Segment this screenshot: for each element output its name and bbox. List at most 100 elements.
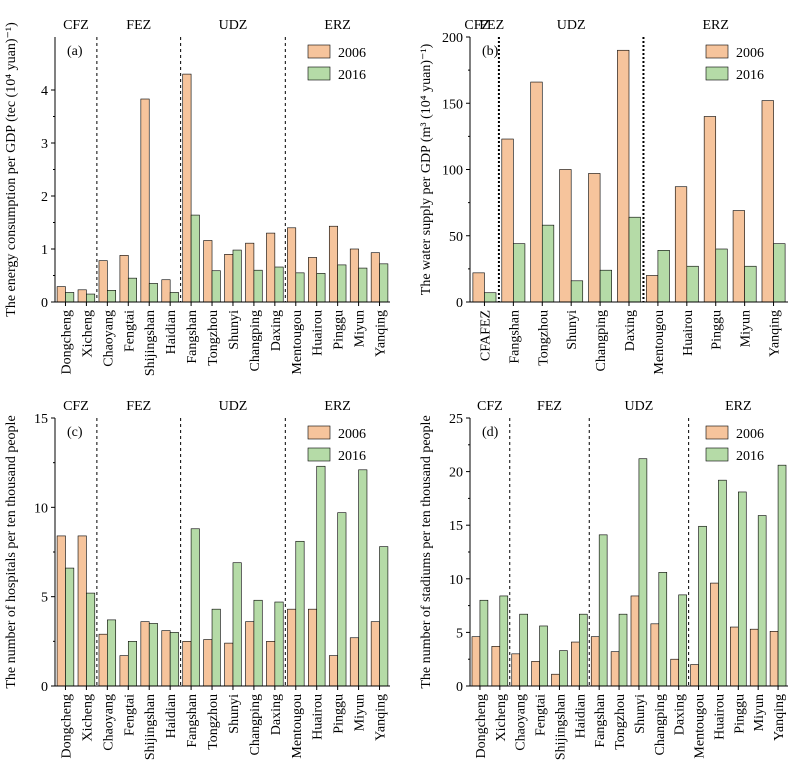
- bar-2006-tongzhou: [203, 240, 213, 303]
- bar-2006-daxing: [617, 49, 630, 303]
- bar-2016-yanqing: [777, 464, 787, 687]
- x-tick-label-changping: Changping: [653, 694, 668, 755]
- bar-2006-fengtai: [531, 661, 540, 687]
- bar-2016-dongcheng: [65, 567, 75, 687]
- bar-2006-haidian: [161, 279, 171, 303]
- x-tick-label-yanqing: Yanqing: [374, 310, 389, 357]
- bar-2006-tongzhou: [610, 651, 620, 687]
- x-tick-label-xicheng: Xicheng: [494, 694, 509, 741]
- y-tick-label: 20: [449, 466, 463, 481]
- bar-2006-dongcheng: [56, 286, 66, 303]
- bar-2016-fengtai: [127, 641, 137, 687]
- zone-label-fez: FEZ: [537, 399, 562, 414]
- bar-2016-tongzhou: [618, 613, 628, 687]
- bar-2006-shunyi: [630, 595, 640, 687]
- bar-2006-shijingshan: [140, 621, 150, 687]
- zone-label-erz: ERZ: [725, 399, 751, 414]
- legend-label-2006: 2006: [338, 46, 366, 61]
- bar-2016-daxing: [274, 601, 284, 687]
- bar-2006-miyun: [349, 637, 359, 687]
- bar-2006-shunyi: [559, 169, 572, 303]
- bar-2006-changping: [245, 242, 255, 303]
- bar-2006-xicheng: [77, 535, 87, 687]
- y-tick-label: 2: [41, 190, 48, 205]
- y-tick-label: 25: [449, 412, 463, 427]
- x-tick-label-dongcheng: Dongcheng: [59, 694, 74, 759]
- y-tick-label: 100: [442, 164, 463, 179]
- x-tick-label-fangshan: Fangshan: [185, 694, 200, 748]
- bar-2016-fengtai: [539, 625, 548, 687]
- y-tick-label: 3: [41, 137, 48, 152]
- bar-2016-shunyi: [232, 562, 242, 687]
- y-tick-label: 10: [449, 573, 463, 588]
- bar-2016-changping: [599, 269, 612, 303]
- bar-2016-mentougou: [657, 250, 670, 303]
- bar-2006-changping: [245, 621, 255, 687]
- zone-label-fez: FEZ: [479, 18, 504, 33]
- bar-2016-miyun: [358, 469, 368, 687]
- bar-2016-huairou: [316, 465, 326, 687]
- y-tick-label: 150: [442, 97, 463, 112]
- legend-swatch-2006: [307, 44, 331, 59]
- y-tick-label: 1: [41, 243, 48, 258]
- bar-2006-xicheng: [77, 289, 87, 303]
- x-tick-label-chaoyang: Chaoyang: [514, 694, 529, 751]
- bar-2006-mentougou: [287, 608, 297, 687]
- bar-2006-fengtai: [119, 255, 129, 303]
- x-tick-label-chaoyang: Chaoyang: [101, 310, 116, 367]
- bar-2016-yanqing: [773, 243, 786, 303]
- legend-label-2016: 2016: [736, 449, 764, 464]
- bar-2016-huairou: [686, 265, 699, 303]
- bar-2006-changping: [588, 173, 601, 303]
- chart-panel-d: 0 5 10 15 20 25 Dongcheng Xicheng Chaoyang Fengta…: [419, 399, 788, 760]
- bar-2006-changping: [650, 623, 660, 687]
- bar-2006-yanqing: [761, 100, 774, 303]
- x-tick-label-huairou: Huairou: [712, 694, 727, 740]
- bar-2016-yanqing: [379, 263, 389, 303]
- y-tick-label: 0: [456, 680, 463, 695]
- y-axis-title: The water supply per GDP (m³ (10⁴ yuan)⁻…: [419, 43, 434, 295]
- x-tick-label-dongcheng: Dongcheng: [474, 694, 489, 759]
- bar-2016-shijingshan: [559, 650, 568, 687]
- bar-2006-huairou: [710, 582, 719, 687]
- bar-2016-pinggu: [715, 248, 728, 303]
- legend-swatch-2016: [307, 66, 331, 81]
- bar-2006-huairou: [308, 257, 318, 303]
- bar-2006-mentougou: [646, 275, 659, 303]
- bar-2016-mentougou: [295, 540, 305, 687]
- legend-label-2016: 2016: [736, 68, 764, 83]
- bar-2016-fangshan: [598, 534, 608, 687]
- bar-2006-chaoyang: [511, 653, 520, 687]
- bar-2016-shunyi: [232, 249, 242, 303]
- x-tick-label-pinggu: Pinggu: [710, 310, 725, 350]
- bar-2016-fengtai: [127, 277, 137, 303]
- bar-2016-changping: [658, 572, 668, 687]
- legend-label-2006: 2006: [736, 427, 764, 442]
- y-tick-label: 5: [456, 626, 463, 641]
- x-tick-label-mentougou: Mentougou: [693, 694, 708, 759]
- bar-2016-pinggu: [337, 512, 347, 687]
- bar-2006-pinggu: [703, 116, 717, 303]
- bar-2006-miyun: [349, 248, 359, 303]
- x-tick-label-shijingshan: Shijingshan: [143, 694, 158, 760]
- bar-2006-shunyi: [224, 254, 234, 303]
- x-tick-label-pinggu: Pinggu: [732, 694, 747, 734]
- bar-2006-cfafez: [472, 272, 485, 303]
- x-tick-label-shijingshan: Shijingshan: [143, 310, 158, 376]
- y-tick-label: 50: [449, 230, 463, 245]
- bar-2006-haidian: [571, 641, 580, 687]
- x-tick-label-shunyi: Shunyi: [565, 310, 580, 350]
- panel-label: (b): [482, 44, 499, 59]
- x-tick-label-daxing: Daxing: [269, 310, 284, 351]
- x-tick-label-daxing: Daxing: [269, 694, 284, 735]
- bar-2016-xicheng: [499, 595, 509, 687]
- legend-label-2016: 2016: [338, 449, 366, 464]
- bar-2016-cfafez: [484, 292, 497, 303]
- bar-2006-huairou: [674, 186, 688, 303]
- bar-2016-daxing: [678, 594, 687, 687]
- x-tick-label-miyun: Miyun: [353, 694, 368, 731]
- bar-2006-shunyi: [224, 642, 234, 687]
- zone-label-fez: FEZ: [126, 399, 151, 414]
- x-tick-label-shunyi: Shunyi: [227, 694, 242, 734]
- x-tick-label-fangshan: Fangshan: [593, 694, 608, 748]
